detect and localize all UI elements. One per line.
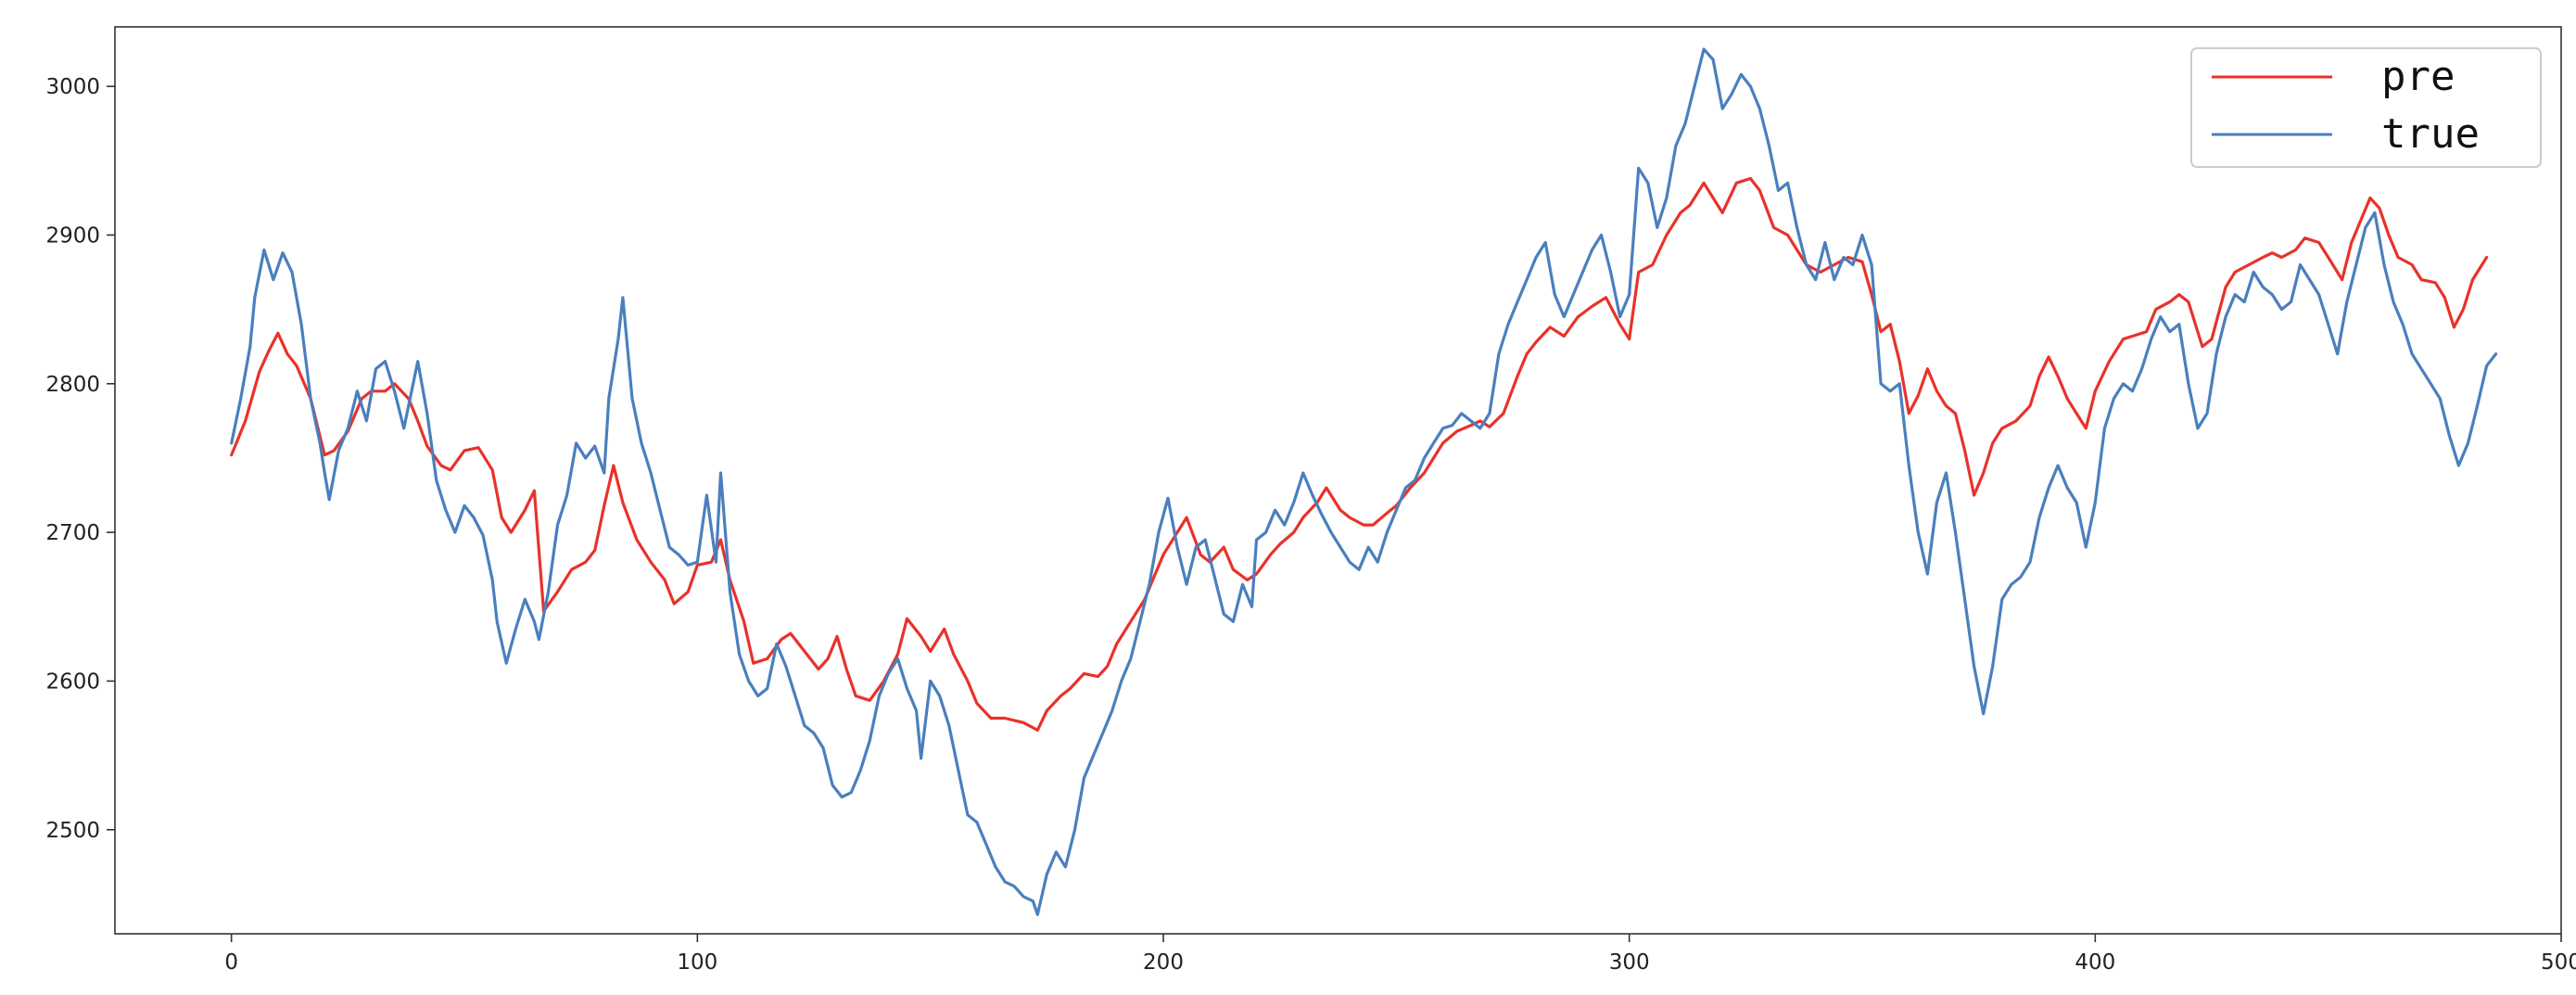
- x-tick-label: 400: [2075, 950, 2115, 975]
- legend-label-true: true: [2381, 110, 2480, 158]
- x-tick-label: 300: [1609, 950, 1650, 975]
- legend-label-pre: pre: [2381, 53, 2455, 100]
- axis-ticks: 0 100 200 300 400 500 2500 2600 2700 2800 2900 3000: [45, 75, 2576, 975]
- y-tick-label: 2900: [45, 223, 100, 248]
- y-tick-label: 3000: [45, 75, 100, 99]
- x-tick-label: 0: [224, 950, 238, 975]
- legend-box: [2190, 47, 2542, 168]
- legend: pre true: [2190, 47, 2542, 168]
- x-tick-label: 100: [677, 950, 717, 975]
- series-line-pre: [230, 176, 2489, 732]
- x-tick-label: 500: [2541, 950, 2576, 975]
- y-tick-label: 2700: [45, 521, 100, 545]
- y-tick-label: 2500: [45, 819, 100, 843]
- y-tick-label: 2800: [45, 373, 100, 397]
- series-lines: [230, 47, 2498, 916]
- y-tick-label: 2600: [45, 670, 100, 694]
- x-tick-label: 200: [1143, 950, 1184, 975]
- plot-frame: [114, 26, 2562, 935]
- series-line-true: [230, 47, 2498, 916]
